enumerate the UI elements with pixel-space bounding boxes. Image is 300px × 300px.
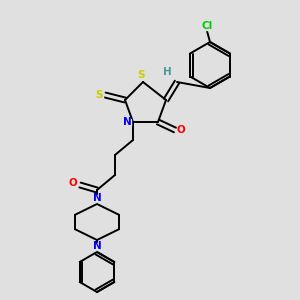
Bar	[177, 127, 185, 134]
Text: O: O	[69, 178, 77, 188]
Bar	[95, 92, 103, 98]
Text: S: S	[137, 70, 145, 80]
Text: N: N	[123, 117, 131, 127]
Text: H: H	[163, 67, 171, 77]
Text: N: N	[93, 241, 101, 251]
Bar	[137, 71, 145, 79]
Bar	[93, 194, 101, 202]
Bar	[163, 68, 171, 76]
Text: Cl: Cl	[201, 21, 213, 31]
Bar	[123, 118, 131, 125]
Text: N: N	[93, 193, 101, 203]
Bar	[69, 179, 77, 187]
Text: S: S	[95, 90, 103, 100]
Bar	[200, 22, 214, 29]
Text: O: O	[177, 125, 185, 135]
Bar	[93, 242, 101, 250]
